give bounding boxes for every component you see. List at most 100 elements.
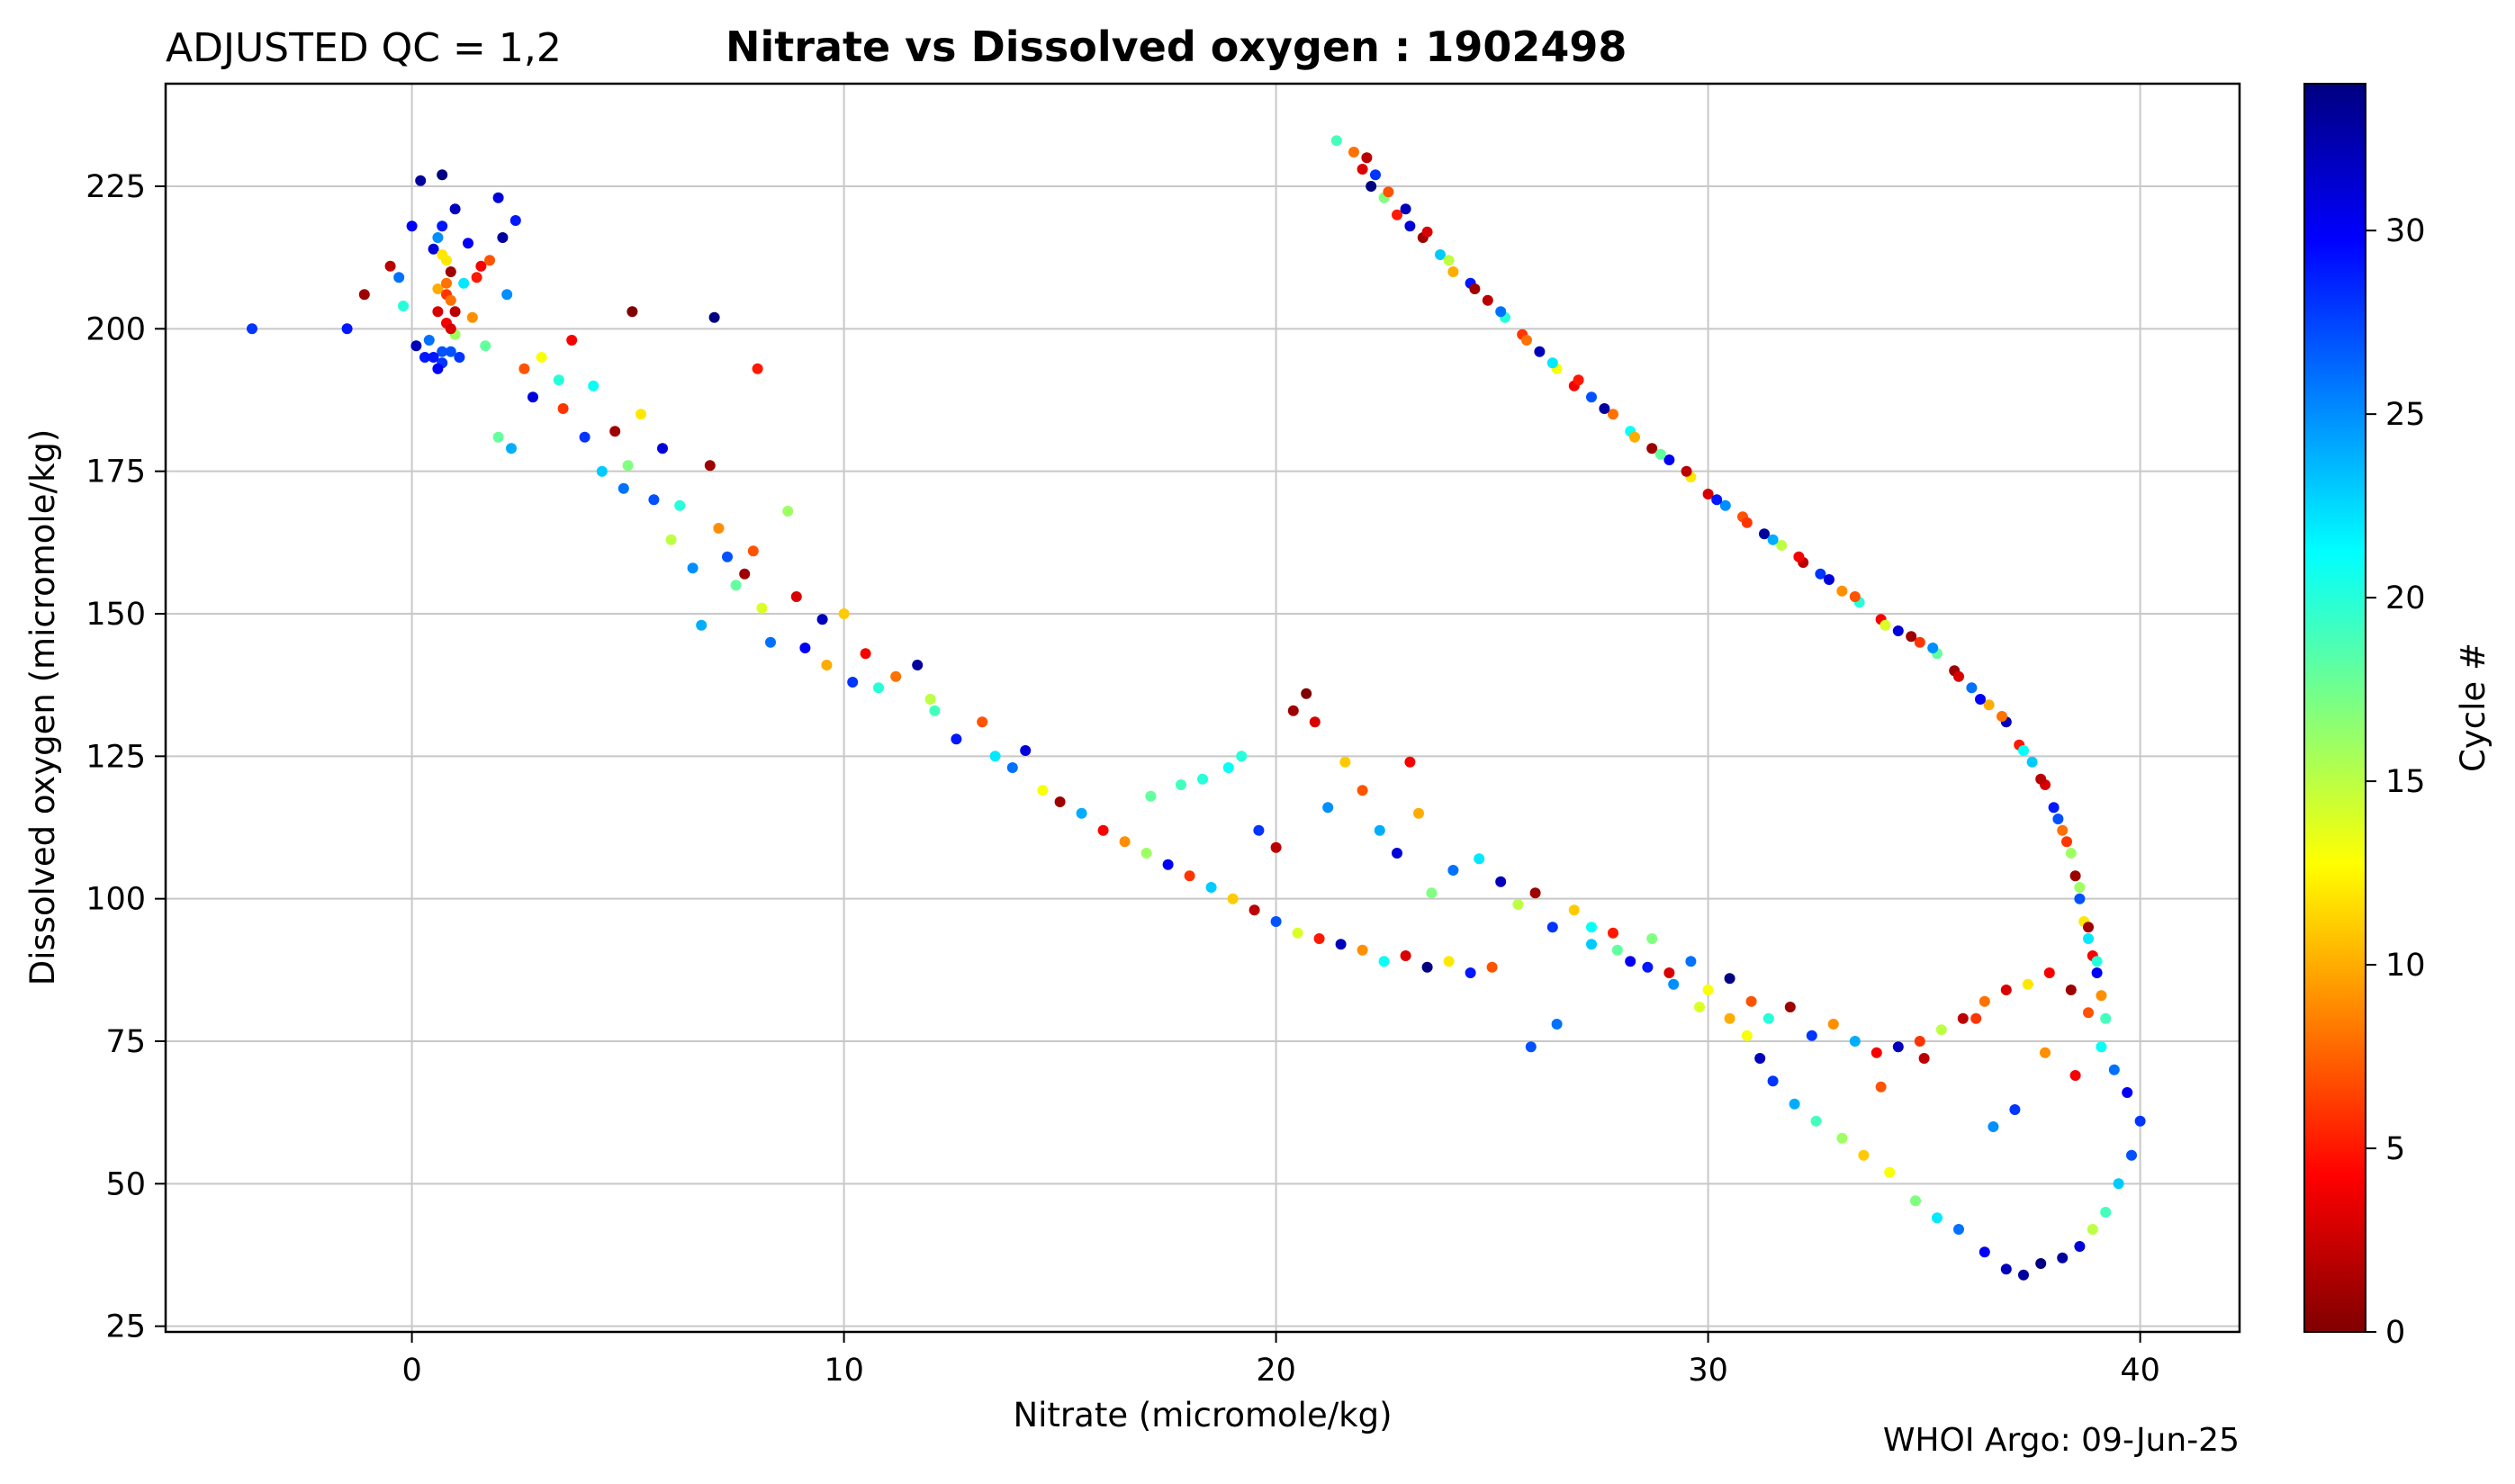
data-point — [1140, 848, 1152, 859]
data-point — [713, 523, 725, 534]
y-tick-label: 75 — [105, 1024, 146, 1060]
colorbar-axis: 0 5 10 15 20 25 30 — [2366, 213, 2426, 1351]
data-point — [1370, 169, 1381, 181]
data-point — [497, 232, 509, 243]
data-point — [1309, 716, 1321, 728]
data-point — [747, 545, 759, 557]
data-point — [2083, 1007, 2094, 1019]
data-point — [1525, 1041, 1537, 1053]
data-point — [1443, 956, 1455, 967]
y-axis: 25 50 75 100 125 150 175 200 225 — [86, 169, 166, 1345]
data-point — [432, 283, 444, 294]
data-point — [622, 460, 634, 472]
data-point — [492, 192, 504, 203]
y-tick-label: 200 — [86, 311, 146, 347]
data-point — [1482, 294, 1493, 306]
data-point — [566, 335, 578, 346]
data-point — [2035, 1258, 2047, 1269]
data-point — [1529, 887, 1541, 899]
data-point — [2126, 1149, 2137, 1161]
data-point — [432, 306, 444, 318]
data-point — [2018, 1269, 2029, 1281]
data-point — [2069, 1070, 2081, 1081]
data-point — [821, 660, 833, 670]
data-point — [1988, 1121, 1999, 1132]
data-point — [1348, 147, 1359, 157]
data-point — [924, 694, 936, 705]
data-point — [341, 323, 353, 335]
data-point — [1932, 1212, 1943, 1224]
data-point — [437, 220, 448, 232]
data-point — [2043, 967, 2055, 978]
data-point — [1292, 927, 1303, 939]
data-point — [1447, 266, 1459, 277]
data-point — [1983, 699, 1995, 711]
y-tick-label: 100 — [86, 882, 146, 918]
data-point — [1426, 887, 1438, 899]
data-point — [1335, 939, 1347, 950]
data-point — [1646, 443, 1658, 454]
data-point — [2091, 967, 2103, 978]
data-point — [1534, 346, 1546, 357]
data-point — [1586, 922, 1597, 933]
data-point — [1702, 489, 1714, 499]
data-point — [2057, 824, 2069, 836]
data-point — [1953, 670, 1964, 682]
data-point — [471, 272, 482, 283]
data-point — [1495, 876, 1507, 887]
data-point — [1270, 841, 1282, 853]
data-point — [782, 506, 794, 517]
y-tick-label: 225 — [86, 169, 146, 205]
data-point — [1827, 1019, 1839, 1030]
data-point — [1884, 1166, 1896, 1178]
colorbar-tick-label: 0 — [2385, 1315, 2405, 1351]
data-point — [838, 608, 850, 619]
data-point — [1629, 431, 1640, 443]
data-point — [2122, 1087, 2133, 1098]
data-point — [506, 443, 517, 454]
scatter-points — [247, 135, 2146, 1281]
data-point — [2096, 1041, 2107, 1053]
data-point — [1400, 950, 1411, 961]
data-point — [739, 568, 751, 580]
data-point — [790, 591, 802, 602]
data-point — [454, 352, 465, 363]
data-point — [1486, 961, 1498, 973]
data-point — [2074, 1241, 2086, 1252]
data-point — [1789, 1098, 1800, 1110]
data-point — [1447, 865, 1459, 876]
data-point — [428, 243, 439, 255]
data-point — [393, 272, 405, 283]
data-point — [415, 175, 427, 186]
data-point — [1374, 824, 1385, 836]
data-point — [2096, 990, 2107, 1002]
y-tick-label: 50 — [105, 1166, 146, 1202]
data-point — [2065, 985, 2077, 995]
data-point — [1392, 848, 1402, 859]
data-point — [1892, 625, 1904, 636]
colorbar-tick-label: 5 — [2385, 1131, 2405, 1167]
data-point — [384, 260, 396, 272]
data-point — [484, 255, 495, 266]
data-point — [1400, 203, 1411, 215]
data-point — [1953, 1224, 1964, 1235]
data-point — [1184, 870, 1195, 882]
data-point — [1006, 762, 1018, 773]
data-point — [1875, 1081, 1887, 1093]
x-tick-label: 40 — [2120, 1353, 2160, 1389]
data-point — [2035, 773, 2047, 785]
data-point — [977, 716, 988, 728]
data-point — [1253, 824, 1265, 836]
data-point — [1054, 796, 1066, 807]
data-point — [636, 409, 646, 420]
data-point — [2000, 1264, 2012, 1275]
data-point — [951, 733, 962, 745]
data-point — [609, 426, 621, 437]
data-point — [1162, 859, 1174, 870]
data-point — [2061, 836, 2072, 848]
data-point — [247, 323, 257, 335]
data-point — [1892, 1041, 1904, 1053]
data-point — [527, 391, 538, 403]
colorbar — [2303, 83, 2366, 1333]
data-point — [441, 277, 452, 289]
